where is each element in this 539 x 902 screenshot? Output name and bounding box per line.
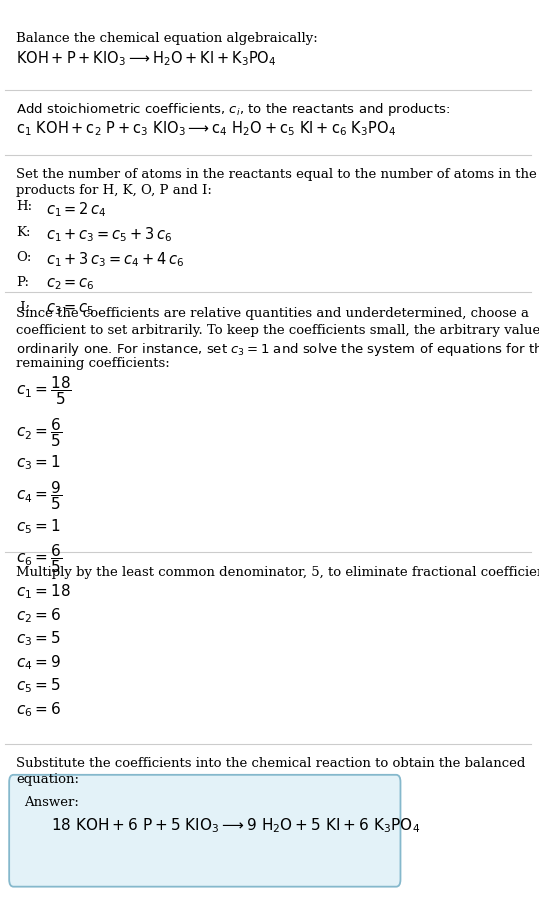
Text: $c_2 = c_6$: $c_2 = c_6$	[46, 276, 95, 291]
Text: I:: I:	[16, 301, 30, 314]
Text: products for H, K, O, P and I:: products for H, K, O, P and I:	[16, 184, 212, 197]
Text: ordinarily one. For instance, set $c_3 = 1$ and solve the system of equations fo: ordinarily one. For instance, set $c_3 =…	[16, 341, 539, 358]
Text: $c_1 + 3\,c_3 = c_4 + 4\,c_6$: $c_1 + 3\,c_3 = c_4 + 4\,c_6$	[46, 251, 184, 270]
Text: Balance the chemical equation algebraically:: Balance the chemical equation algebraica…	[16, 32, 318, 45]
Text: $c_3 = 5$: $c_3 = 5$	[16, 630, 61, 649]
Text: $c_1 = \dfrac{18}{5}$: $c_1 = \dfrac{18}{5}$	[16, 374, 72, 407]
Text: $c_2 = \dfrac{6}{5}$: $c_2 = \dfrac{6}{5}$	[16, 416, 62, 448]
Text: $c_4 = \dfrac{9}{5}$: $c_4 = \dfrac{9}{5}$	[16, 479, 62, 511]
Text: Multiply by the least common denominator, 5, to eliminate fractional coefficient: Multiply by the least common denominator…	[16, 566, 539, 578]
Text: equation:: equation:	[16, 773, 79, 786]
Text: $c_1 = 18$: $c_1 = 18$	[16, 583, 71, 602]
Text: $\mathrm{18\ KOH + 6\ P + 5\ KIO_3 \longrightarrow 9\ H_2O + 5\ KI + 6\ K_3PO_4}: $\mathrm{18\ KOH + 6\ P + 5\ KIO_3 \long…	[51, 816, 420, 835]
Text: $c_6 = 6$: $c_6 = 6$	[16, 700, 61, 719]
Text: Since the coefficients are relative quantities and underdetermined, choose a: Since the coefficients are relative quan…	[16, 307, 529, 319]
Text: $c_3 = c_5$: $c_3 = c_5$	[46, 301, 94, 317]
Text: Substitute the coefficients into the chemical reaction to obtain the balanced: Substitute the coefficients into the che…	[16, 757, 526, 769]
Text: remaining coefficients:: remaining coefficients:	[16, 357, 170, 370]
Text: $\mathrm{c_1\ KOH + c_2\ P + c_3\ KIO_3 \longrightarrow c_4\ H_2O + c_5\ KI + c_: $\mathrm{c_1\ KOH + c_2\ P + c_3\ KIO_3 …	[16, 119, 396, 138]
Text: Answer:: Answer:	[24, 796, 79, 808]
Text: $c_2 = 6$: $c_2 = 6$	[16, 606, 61, 625]
Text: $c_5 = 5$: $c_5 = 5$	[16, 676, 61, 695]
Text: $c_5 = 1$: $c_5 = 1$	[16, 517, 61, 536]
Text: H:: H:	[16, 200, 32, 213]
Text: Add stoichiometric coefficients, $c_i$, to the reactants and products:: Add stoichiometric coefficients, $c_i$, …	[16, 101, 451, 118]
Text: K:: K:	[16, 226, 31, 238]
Text: coefficient to set arbitrarily. To keep the coefficients small, the arbitrary va: coefficient to set arbitrarily. To keep …	[16, 324, 539, 336]
Text: P:: P:	[16, 276, 29, 289]
Text: $\mathrm{KOH + P + KIO_3 \longrightarrow H_2O + KI + K_3PO_4}$: $\mathrm{KOH + P + KIO_3 \longrightarrow…	[16, 50, 277, 69]
Text: O:: O:	[16, 251, 32, 263]
Text: $c_6 = \dfrac{6}{5}$: $c_6 = \dfrac{6}{5}$	[16, 542, 62, 575]
Text: $c_1 + c_3 = c_5 + 3\,c_6$: $c_1 + c_3 = c_5 + 3\,c_6$	[46, 226, 172, 244]
Text: $c_3 = 1$: $c_3 = 1$	[16, 454, 61, 473]
Text: Set the number of atoms in the reactants equal to the number of atoms in the: Set the number of atoms in the reactants…	[16, 168, 537, 180]
FancyBboxPatch shape	[9, 775, 400, 887]
Text: $c_1 = 2\,c_4$: $c_1 = 2\,c_4$	[46, 200, 106, 219]
Text: $c_4 = 9$: $c_4 = 9$	[16, 653, 61, 672]
